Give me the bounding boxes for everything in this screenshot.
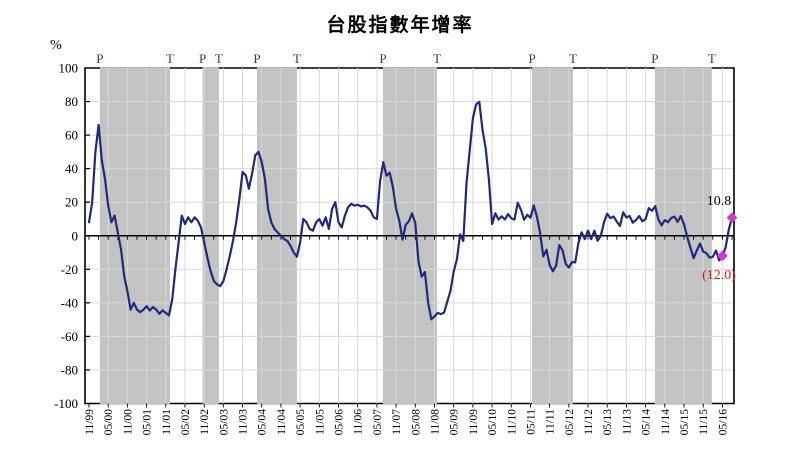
svg-text:05/09: 05/09 — [449, 409, 461, 435]
svg-text:05/05: 05/05 — [295, 409, 307, 435]
svg-text:T: T — [166, 51, 174, 66]
svg-text:11/05: 11/05 — [314, 409, 326, 435]
svg-text:05/02: 05/02 — [180, 409, 192, 435]
svg-text:T: T — [433, 51, 441, 66]
svg-text:11/14: 11/14 — [660, 409, 672, 435]
svg-text:05/04: 05/04 — [257, 409, 269, 435]
svg-text:P: P — [96, 51, 103, 66]
annotation-last-value: 10.8 — [706, 194, 732, 209]
svg-text:P: P — [651, 51, 658, 66]
svg-text:0: 0 — [72, 228, 79, 243]
svg-text:11/10: 11/10 — [506, 409, 518, 435]
svg-text:P: P — [528, 51, 535, 66]
svg-text:05/01: 05/01 — [142, 409, 154, 435]
svg-text:T: T — [215, 51, 223, 66]
svg-text:11/02: 11/02 — [199, 409, 211, 435]
svg-text:-100: -100 — [54, 396, 78, 411]
svg-text:11/01: 11/01 — [161, 409, 173, 435]
svg-text:P: P — [199, 51, 206, 66]
y-axis-unit-label: % — [50, 38, 62, 53]
svg-text:40: 40 — [65, 161, 78, 176]
svg-text:05/12: 05/12 — [564, 409, 576, 435]
svg-text:11/04: 11/04 — [276, 409, 288, 435]
svg-text:11/15: 11/15 — [698, 409, 710, 435]
svg-text:11/03: 11/03 — [238, 409, 250, 435]
svg-text:11/13: 11/13 — [621, 409, 633, 435]
svg-text:100: 100 — [59, 61, 79, 76]
svg-text:P: P — [253, 51, 260, 66]
svg-text:05/14: 05/14 — [641, 409, 653, 435]
svg-text:05/06: 05/06 — [334, 409, 346, 435]
svg-text:05/15: 05/15 — [679, 409, 691, 435]
svg-text:P: P — [379, 51, 386, 66]
svg-text:-80: -80 — [61, 362, 78, 377]
svg-text:-60: -60 — [61, 329, 78, 344]
svg-text:11/00: 11/00 — [122, 409, 134, 435]
svg-text:05/11: 05/11 — [525, 409, 537, 435]
svg-text:60: 60 — [65, 128, 78, 143]
svg-text:11/07: 11/07 — [391, 409, 403, 435]
svg-text:11/12: 11/12 — [583, 409, 595, 435]
svg-text:-20: -20 — [61, 262, 78, 277]
svg-text:05/13: 05/13 — [602, 409, 614, 435]
svg-text:80: 80 — [65, 94, 78, 109]
svg-text:05/00: 05/00 — [103, 409, 115, 435]
svg-text:T: T — [569, 51, 577, 66]
svg-text:T: T — [708, 51, 716, 66]
svg-text:05/03: 05/03 — [218, 409, 230, 435]
svg-text:05/08: 05/08 — [410, 409, 422, 435]
chart-title: 台股指數年增率 — [326, 15, 474, 36]
svg-text:05/16: 05/16 — [717, 409, 729, 435]
svg-text:-40: -40 — [61, 295, 78, 310]
svg-text:20: 20 — [65, 195, 78, 210]
svg-text:11/11: 11/11 — [545, 409, 557, 435]
annotation-dip-value: (12.0) — [702, 268, 736, 283]
svg-text:11/06: 11/06 — [353, 409, 365, 435]
svg-text:T: T — [293, 51, 301, 66]
svg-text:11/09: 11/09 — [468, 409, 480, 435]
svg-text:11/99: 11/99 — [84, 409, 96, 435]
svg-text:11/08: 11/08 — [429, 409, 441, 435]
svg-text:05/10: 05/10 — [487, 409, 499, 435]
svg-text:05/07: 05/07 — [372, 409, 384, 435]
